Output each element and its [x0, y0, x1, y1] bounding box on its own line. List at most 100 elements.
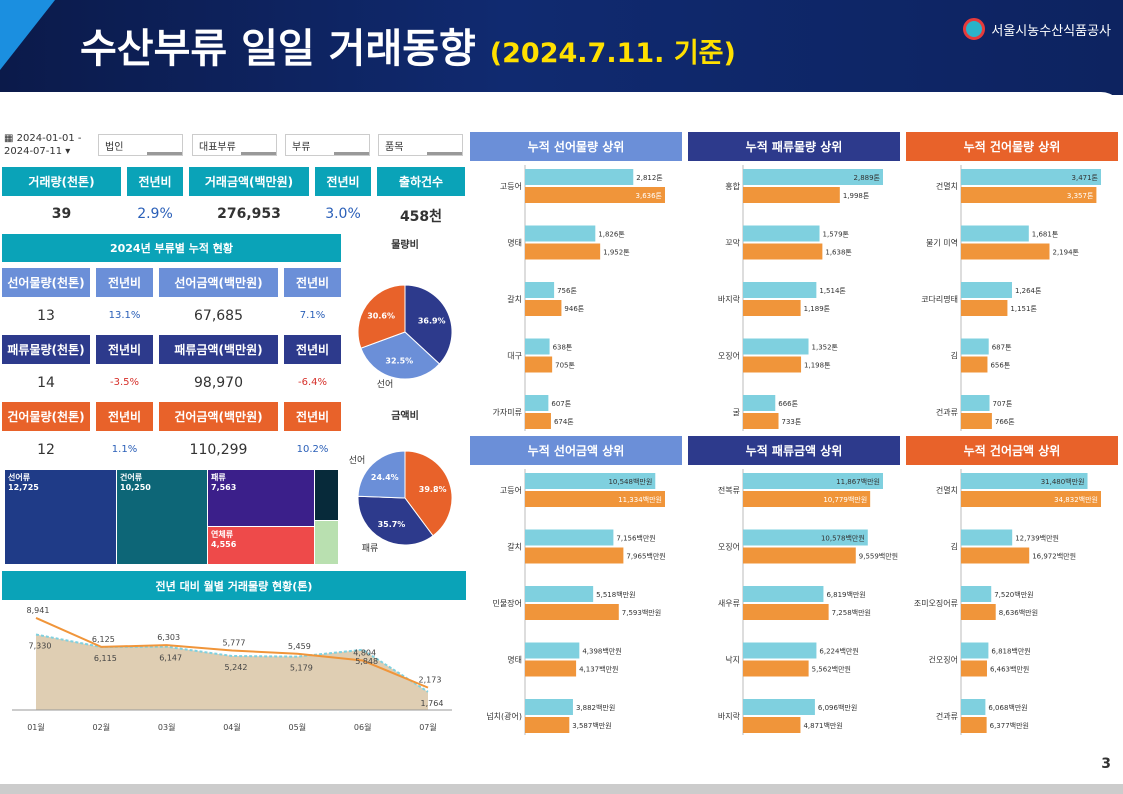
bar-value-label: 10,578백만원: [821, 534, 865, 543]
bar-mark[interactable]: [961, 187, 1097, 203]
bar-mark[interactable]: [743, 243, 823, 260]
bar-mark[interactable]: [743, 491, 871, 507]
pie-value-label-1: 35.7%: [378, 520, 406, 529]
bar-mark[interactable]: [743, 642, 817, 659]
bar-mark[interactable]: [961, 642, 989, 659]
bar-mark[interactable]: [525, 300, 562, 316]
bar-mark[interactable]: [525, 491, 665, 507]
date-range-filter[interactable]: ▦ 2024-01-01 - 2024-07-11 ▾: [4, 133, 82, 157]
pie2-label-seon: 선어: [349, 455, 366, 466]
bar-mark[interactable]: [961, 660, 987, 677]
pie-slice-1[interactable]: [357, 495, 434, 546]
treemap-pae[interactable]: 패류 7,563: [208, 470, 314, 526]
bar-mark[interactable]: [961, 356, 988, 373]
bar-value-label: 1,352톤: [812, 344, 839, 352]
bar-mark[interactable]: [743, 300, 801, 316]
pie-slice-0[interactable]: [360, 331, 441, 380]
bar-mark[interactable]: [743, 547, 856, 564]
bar-mark[interactable]: [525, 547, 624, 564]
pie-slice-2[interactable]: [357, 284, 406, 349]
pie-slice-0[interactable]: [357, 450, 406, 499]
bar-mark[interactable]: [525, 187, 665, 203]
bar-mark[interactable]: [743, 225, 820, 242]
bar-mark[interactable]: [525, 529, 614, 546]
seon-yoy2-label: 전년비: [284, 268, 341, 297]
bar-mark[interactable]: [743, 187, 840, 203]
bar-mark[interactable]: [743, 660, 809, 677]
bar-mark[interactable]: [525, 282, 555, 298]
bar-mark[interactable]: [961, 529, 1013, 546]
bar-mark[interactable]: [961, 225, 1029, 242]
bar-mark[interactable]: [961, 243, 1050, 260]
treemap-yeonche[interactable]: 연체류 4,556: [208, 527, 314, 564]
bar-mark[interactable]: [961, 473, 1088, 489]
bar-mark[interactable]: [743, 473, 883, 489]
bar-mark[interactable]: [961, 586, 992, 602]
filter-corp[interactable]: 법인: [98, 134, 183, 156]
bar-mark[interactable]: [961, 699, 986, 715]
bar-value-label: 666톤: [778, 400, 798, 408]
pie-slice-2[interactable]: [404, 450, 453, 537]
bar-mark[interactable]: [525, 225, 596, 242]
bar-value-label: 6,068백만원: [988, 703, 1027, 712]
bar-mark[interactable]: [743, 282, 817, 298]
bar-mark[interactable]: [961, 282, 1012, 298]
filter-rep-category[interactable]: 대표부류: [192, 134, 277, 156]
bar-mark[interactable]: [743, 338, 809, 355]
bar-mark[interactable]: [743, 169, 883, 185]
bar-category-label: 전복류: [718, 485, 740, 495]
bar-mark[interactable]: [525, 169, 634, 185]
treemap-other1[interactable]: [315, 470, 338, 520]
seon-yoy1-label: 전년비: [96, 268, 153, 297]
treemap-seon[interactable]: 선어류 12,725: [5, 470, 116, 564]
bar-mark[interactable]: [961, 491, 1101, 507]
bar-mark[interactable]: [961, 338, 989, 355]
bar-mark[interactable]: [743, 395, 776, 411]
bar-mark[interactable]: [743, 356, 802, 373]
bar-mark[interactable]: [525, 699, 573, 715]
bar-mark[interactable]: [961, 413, 992, 429]
bar-value-label: 2,812톤: [636, 174, 663, 182]
bar-mark[interactable]: [525, 642, 580, 659]
bar-mark[interactable]: [961, 300, 1008, 316]
bar-mark[interactable]: [525, 717, 570, 733]
line-value-label: 5,242: [225, 663, 248, 672]
bar-mark[interactable]: [743, 413, 779, 429]
pie-value-label-2: 30.6%: [367, 311, 395, 320]
bar-mark[interactable]: [961, 395, 990, 411]
bar-mark[interactable]: [525, 413, 551, 429]
bar-mark[interactable]: [743, 529, 868, 546]
x-tick-label: 05월: [289, 722, 307, 732]
line-value-label: 4,804: [353, 649, 376, 658]
bar-mark[interactable]: [961, 169, 1101, 185]
filter-category[interactable]: 부류: [285, 134, 370, 156]
bar-mark[interactable]: [525, 660, 577, 677]
bar-value-label: 6,224백만원: [819, 647, 858, 656]
bar-mark[interactable]: [743, 586, 824, 602]
bar-mark[interactable]: [525, 473, 656, 489]
bar-mark[interactable]: [525, 243, 601, 260]
kpi-label-shipments: 출하건수: [377, 167, 465, 196]
bar-mark[interactable]: [525, 395, 549, 411]
section-title-cumulative: 2024년 부류별 누적 현황: [2, 234, 341, 262]
bar-mark[interactable]: [743, 699, 815, 715]
bar-mark[interactable]: [743, 717, 801, 733]
pie-slice-1[interactable]: [404, 284, 453, 365]
seon-amount-label: 선어금액(백만원): [159, 268, 278, 297]
bar-mark[interactable]: [961, 604, 996, 620]
geon-yoy1: 1.1%: [111, 444, 138, 455]
bar-mark[interactable]: [961, 547, 1030, 564]
treemap-other2[interactable]: [315, 521, 338, 564]
bar-mark[interactable]: [743, 604, 829, 620]
bar-mark[interactable]: [525, 586, 594, 602]
page-title: 수산부류 일일 거래동향 (2024.7.11. 기준): [80, 26, 736, 72]
bar-value-label: 11,867백만원: [836, 477, 880, 486]
kpi-amount: 276,953: [217, 206, 281, 222]
bar-mark[interactable]: [525, 356, 553, 373]
bar-mark[interactable]: [961, 717, 987, 733]
treemap-geon[interactable]: 건어류 10,250: [117, 470, 207, 564]
kpi-label-amount: 거래금액(백만원): [189, 167, 309, 196]
filter-item[interactable]: 품목: [378, 134, 463, 156]
bar-mark[interactable]: [525, 338, 550, 355]
bar-mark[interactable]: [525, 604, 619, 620]
